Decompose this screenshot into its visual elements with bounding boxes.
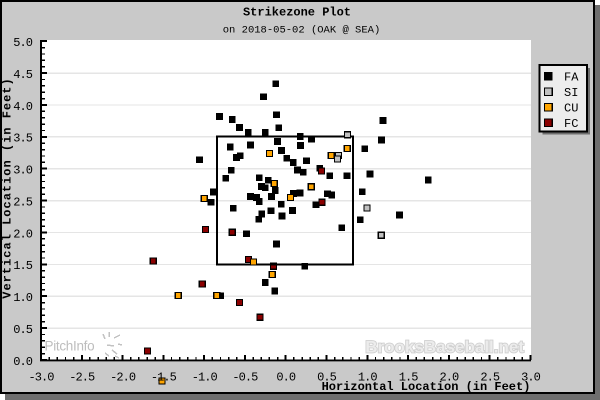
svg-text:0.0: 0.0 [13,355,33,369]
svg-text:-2.0: -2.0 [110,371,136,385]
svg-text:BrooksBaseball.net: BrooksBaseball.net [365,338,524,357]
svg-text:2.5: 2.5 [13,195,33,209]
svg-text:-1.0: -1.0 [192,371,218,385]
svg-text:0.5: 0.5 [13,323,33,337]
svg-text:-3.0: -3.0 [28,371,54,385]
svg-text:-1.5: -1.5 [151,371,177,385]
svg-text:5.0: 5.0 [13,36,33,50]
svg-text:3.5: 3.5 [13,132,33,146]
svg-text:FA: FA [564,71,579,85]
svg-text:PitchInfo: PitchInfo [45,339,95,354]
svg-text:CU: CU [564,102,578,116]
svg-text:FC: FC [564,117,578,131]
svg-text:Vertical Location (in Feet): Vertical Location (in Feet) [1,77,15,298]
svg-text:Horizontal Location (in Feet): Horizontal Location (in Feet) [322,380,531,394]
svg-text:2.0: 2.0 [13,227,33,241]
svg-text:on 2018-05-02 (OAK @ SEA): on 2018-05-02 (OAK @ SEA) [223,25,381,37]
svg-text:3.0: 3.0 [13,164,33,178]
svg-text:1.5: 1.5 [13,259,33,273]
svg-text:1.0: 1.0 [13,291,33,305]
svg-text:2.5: 2.5 [480,371,500,385]
svg-text:SI: SI [564,86,578,100]
svg-text:4.0: 4.0 [13,100,33,114]
svg-text:3.0: 3.0 [521,371,541,385]
svg-text:1.5: 1.5 [399,371,419,385]
svg-text:2.0: 2.0 [440,371,460,385]
svg-text:Strikezone Plot: Strikezone Plot [243,6,351,20]
svg-text:0.0: 0.0 [276,371,296,385]
svg-text:1.0: 1.0 [358,371,378,385]
svg-text:-2.5: -2.5 [69,371,95,385]
svg-text:0.5: 0.5 [317,371,337,385]
svg-text:-0.5: -0.5 [232,371,258,385]
svg-text:4.5: 4.5 [13,68,33,82]
